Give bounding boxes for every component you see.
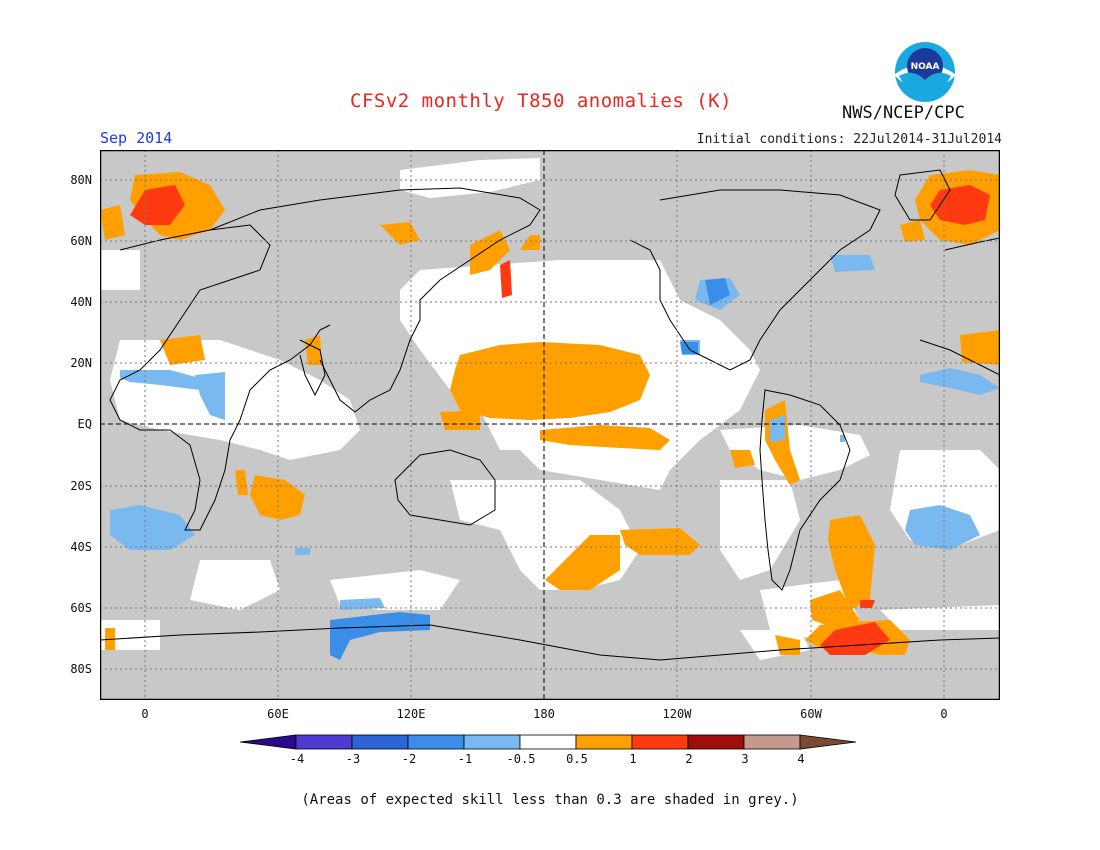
footnote: (Areas of expected skill less than 0.3 a… [301, 792, 799, 808]
graticule [100, 150, 1000, 700]
lat-label: 40N [70, 295, 92, 309]
colorbar [240, 734, 857, 750]
strong-warm-anomalies [130, 185, 990, 655]
colorbar-cell [407, 734, 465, 750]
agency-label: NWS/NCEP/CPC [842, 103, 965, 123]
colorbar-cell [743, 734, 801, 750]
lat-label: 20N [70, 356, 92, 370]
lon-label: 120W [662, 707, 692, 721]
colorbar-label: 0.5 [566, 752, 588, 766]
colorbar-cell [687, 734, 745, 750]
colorbar-label: 1 [629, 752, 637, 766]
valid-month-label: Sep 2014 [100, 129, 173, 147]
lon-label: 180 [533, 707, 555, 721]
lat-label: 80N [70, 173, 92, 187]
colorbar-cell [631, 734, 689, 750]
lat-label: 60S [70, 601, 92, 615]
lat-label: 20S [70, 479, 92, 493]
colorbar-label: 2 [685, 752, 693, 766]
colorbar-cell [463, 734, 521, 750]
colorbar-label: -4 [289, 752, 305, 766]
colorbar-cell [351, 734, 409, 750]
noaa-logo-text: NOAA [911, 62, 940, 72]
lon-label: 120E [396, 707, 426, 721]
lon-label: 0 [141, 707, 149, 721]
coastlines [100, 169, 1000, 661]
colorbar-cell [519, 734, 577, 750]
map-title: CFSv2 monthly T850 anomalies (K) [350, 90, 733, 112]
colorbar-label: -2 [401, 752, 417, 766]
lat-label: 80S [70, 662, 92, 676]
colorbar-label: -0.5 [506, 752, 536, 766]
colorbar-cell [295, 734, 353, 750]
colorbar-label: -1 [457, 752, 473, 766]
colorbar-arrow-left [240, 734, 297, 750]
noaa-logo: NOAA [895, 42, 955, 102]
lat-label: 60N [70, 234, 92, 248]
anomaly-map [100, 150, 1000, 700]
colorbar-label: 3 [741, 752, 749, 766]
lat-label: EQ [77, 417, 92, 431]
initial-conditions-label: Initial conditions: 22Jul2014-31Jul2014 [696, 132, 1002, 147]
lon-label: 60W [800, 707, 822, 721]
colorbar-label: 4 [797, 752, 805, 766]
colorbar-arrow-right [799, 734, 857, 750]
lon-label: 60E [267, 707, 289, 721]
colorbar-cell [575, 734, 633, 750]
equator-dateline [100, 150, 1000, 700]
lon-label: 0 [940, 707, 948, 721]
lat-label: 40S [70, 540, 92, 554]
map-border [100, 150, 1000, 700]
colorbar-label: -3 [345, 752, 361, 766]
